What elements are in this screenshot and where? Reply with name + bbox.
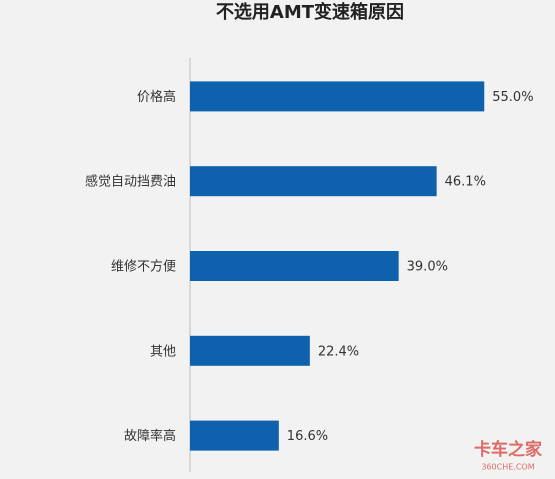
value-label: 16.6%	[287, 429, 328, 444]
category-label: 价格高	[137, 89, 176, 105]
value-label: 22.4%	[318, 344, 359, 359]
watermark-name: 卡车之家	[474, 439, 542, 460]
bar	[190, 81, 485, 112]
bar	[190, 420, 279, 451]
chart-title: 不选用AMT变速箱原因	[216, 1, 404, 23]
category-label: 故障率高	[124, 428, 176, 444]
category-label: 其他	[150, 344, 176, 359]
value-label: 46.1%	[445, 175, 486, 190]
bar	[190, 166, 437, 197]
category-label: 维修不方便	[111, 259, 176, 275]
bar	[190, 251, 399, 281]
bar	[190, 335, 310, 366]
value-label: 39.0%	[407, 260, 448, 275]
watermark-url: 360CHE.COM	[481, 463, 534, 472]
value-label: 55.0%	[492, 90, 533, 105]
category-label: 感觉自动挡费油	[85, 174, 176, 190]
